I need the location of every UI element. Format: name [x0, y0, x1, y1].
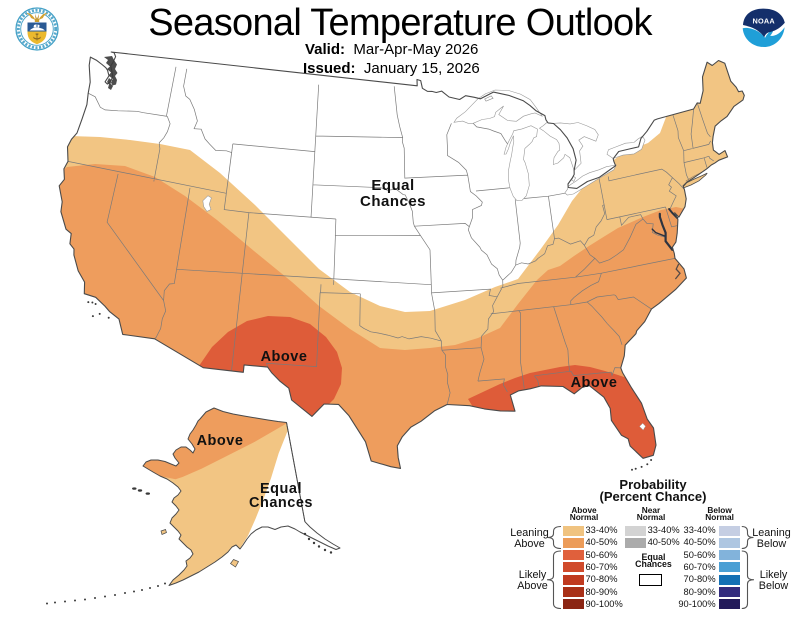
svg-text:NOAA: NOAA	[752, 17, 775, 26]
